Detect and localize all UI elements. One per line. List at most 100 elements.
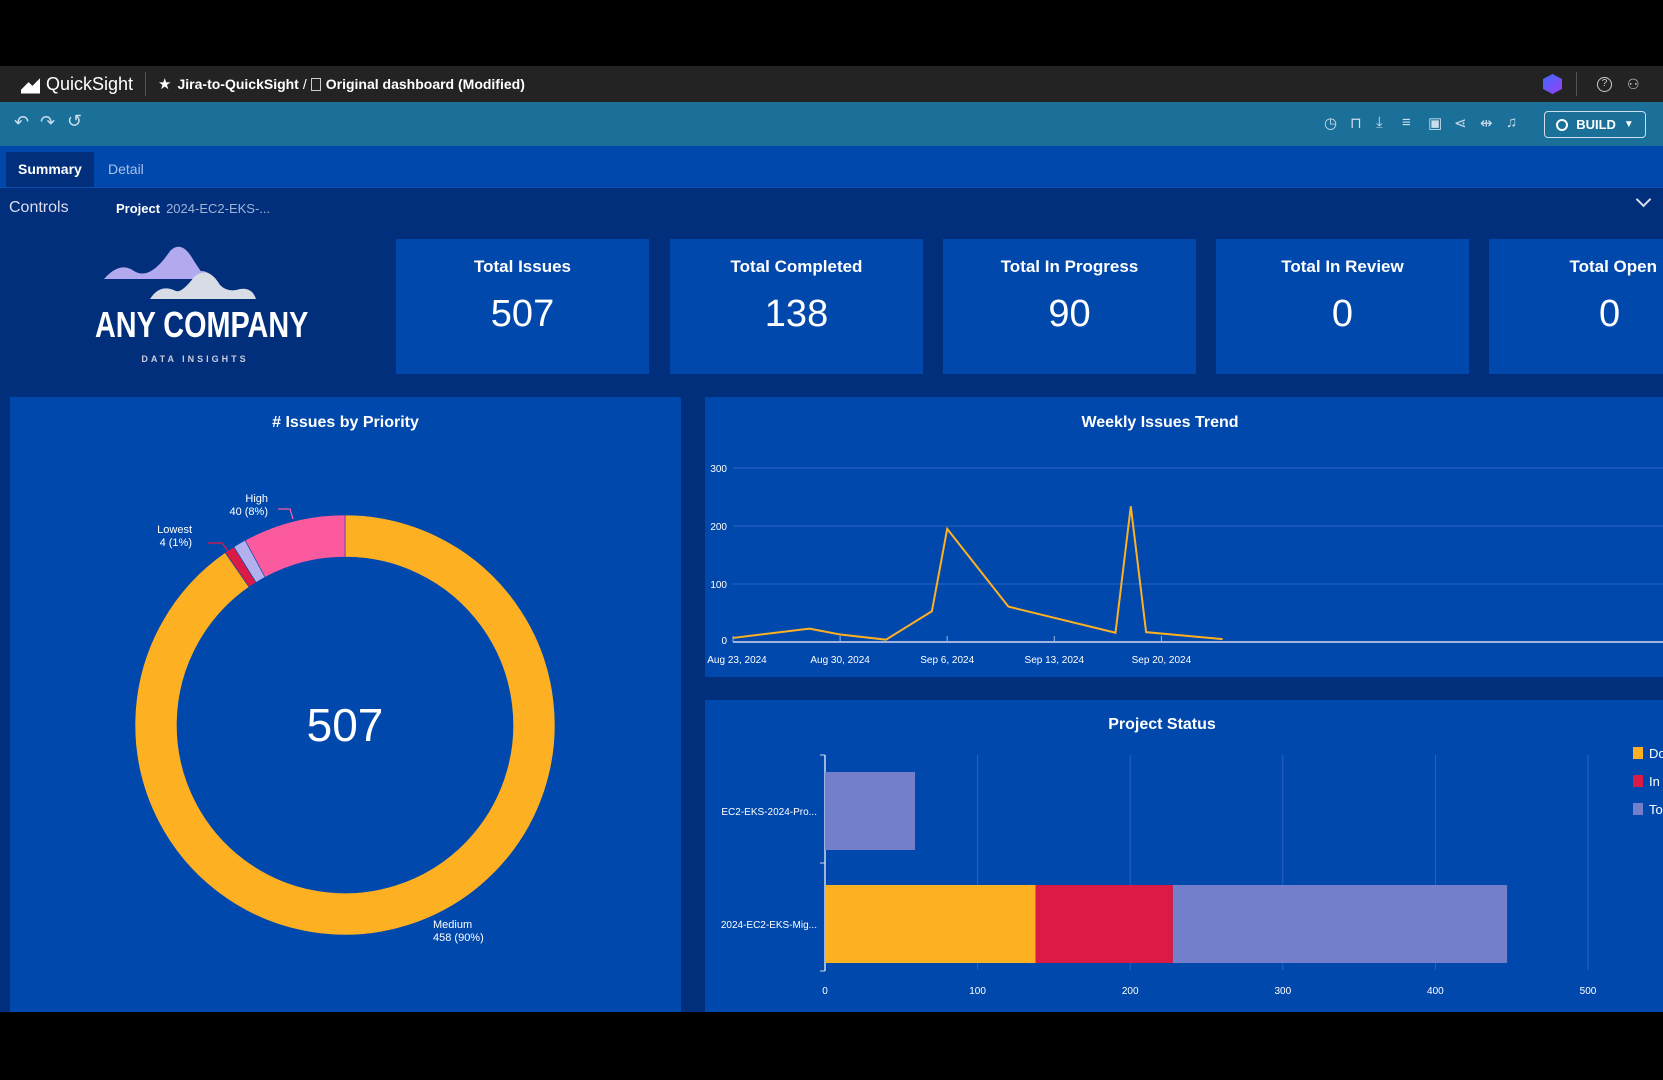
bookmark-icon: [310, 77, 321, 91]
x-tick-label: 100: [969, 986, 986, 997]
y-tick-label: 200: [710, 522, 727, 533]
help-icon[interactable]: ?: [1597, 76, 1612, 92]
amazon-q-icon[interactable]: [1543, 74, 1562, 94]
category-label: EC2-EKS-2024-Pro...: [721, 807, 817, 818]
slice-value-label: 40 (8%): [229, 506, 268, 518]
bell-icon[interactable]: ♫: [1506, 114, 1518, 131]
x-tick-label: Sep 20, 2024: [1132, 655, 1192, 666]
save-icon[interactable]: ▣: [1428, 115, 1443, 132]
project-control[interactable]: Project 2024-EC2-EKS-...: [116, 201, 270, 216]
x-tick-label: Aug 30, 2024: [810, 655, 870, 666]
leader-line: [208, 542, 243, 570]
x-tick-label: 0: [822, 986, 828, 997]
export-icon[interactable]: ⤓: [1376, 114, 1383, 131]
x-tick-label: 300: [1274, 986, 1291, 997]
build-button[interactable]: BUILD ▼: [1544, 111, 1646, 138]
company-logo: ANY COMPANY DATA INSIGHTS: [70, 241, 320, 371]
controls-bar: Controls Project 2024-EC2-EKS-...: [0, 187, 1663, 229]
reset-icon[interactable]: ↺: [67, 111, 83, 131]
project-control-value[interactable]: 2024-EC2-EKS-...: [166, 201, 271, 216]
kpi-title: Total Open: [1569, 257, 1657, 276]
x-tick-label: 500: [1580, 986, 1597, 997]
category-label: 2024-EC2-EKS-Mig...: [721, 920, 817, 931]
donut-slice: [134, 514, 556, 936]
kpi-value: 0: [1599, 293, 1621, 335]
caret-down-icon: ▼: [1623, 119, 1634, 130]
kpi-value: 90: [1048, 293, 1091, 335]
breadcrumb-dashboard: Original dashboard (Modified): [325, 76, 525, 92]
leader-line: [278, 508, 294, 520]
legend-label: In Progress: [1649, 774, 1663, 789]
bar-segment: [1172, 885, 1508, 963]
y-tick-label: 300: [710, 464, 727, 475]
controls-label[interactable]: Controls: [9, 199, 69, 216]
kpi-value: 0: [1331, 293, 1354, 335]
y-tick-label: 100: [710, 580, 727, 591]
kpi-card[interactable]: Total In Progress 90: [943, 239, 1196, 374]
kpi-card[interactable]: Total Completed 138: [670, 239, 923, 374]
slice-value-label: 4 (1%): [160, 537, 192, 549]
build-icon: [1556, 118, 1569, 131]
undo-icon[interactable]: ↶: [14, 112, 30, 132]
logo-tagline: DATA INSIGHTS: [141, 354, 249, 364]
x-tick-label: Aug 23, 2024: [707, 655, 767, 666]
legend-swatch: [1633, 775, 1643, 787]
kpi-card[interactable]: Total In Review 0: [1216, 239, 1469, 374]
kpi-value: 138: [764, 293, 829, 335]
chart-title: Weekly Issues Trend: [1081, 414, 1239, 431]
bookmark-icon[interactable]: ⊓: [1350, 115, 1362, 132]
divider: [1576, 72, 1577, 96]
project-control-label: Project: [116, 201, 161, 216]
tab-summary[interactable]: Summary: [6, 152, 94, 187]
sheet-tabs: Summary Detail: [0, 146, 1663, 187]
legend-swatch: [1633, 747, 1643, 759]
quicksight-logo-icon[interactable]: [21, 74, 40, 94]
redo-icon[interactable]: ↷: [40, 112, 56, 132]
app-name[interactable]: QuickSight: [46, 73, 134, 94]
kpi-card[interactable]: Total Issues 507: [396, 239, 649, 374]
weekly-issues-trend-panel[interactable]: Weekly Issues Trend 0 100 200 300 Aug 23, 20…: [705, 397, 1663, 677]
chart-title: # Issues by Priority: [272, 414, 419, 431]
bar-segment: [825, 772, 916, 850]
breadcrumb-separator: /: [302, 76, 307, 92]
bar-segment: [825, 885, 1036, 963]
clock-icon[interactable]: ◷: [1324, 115, 1338, 132]
chart-title: Project Status: [1108, 716, 1216, 733]
kpi-title: Total Issues: [474, 257, 571, 276]
share-icon[interactable]: ⋖: [1454, 115, 1467, 132]
star-icon[interactable]: ★: [158, 76, 172, 93]
build-label: BUILD: [1576, 117, 1616, 132]
kpi-title: Total In Review: [1281, 257, 1404, 276]
legend-label: Done: [1649, 746, 1663, 761]
legend-label: To Do: [1649, 802, 1663, 817]
logo-name: ANY COMPANY: [95, 304, 309, 345]
legend-swatch: [1633, 803, 1643, 815]
dashboard-sheet: ANY COMPANY DATA INSIGHTS Total Issues 50…: [0, 229, 1663, 1012]
leader-line: [411, 902, 430, 917]
slice-value-label: 458 (90%): [433, 932, 484, 944]
kpi-title: Total Completed: [730, 257, 863, 276]
x-tick-label: 200: [1122, 986, 1139, 997]
kpi-title: Total In Progress: [1000, 257, 1139, 276]
tab-detail[interactable]: Detail: [108, 161, 144, 177]
y-tick-label: 0: [721, 636, 727, 647]
bar-segment: [1035, 885, 1173, 963]
project-status-panel[interactable]: Project Status 0 100 200 300 400 500 EC2-EKS-2…: [705, 700, 1663, 1012]
x-tick-label: Sep 13, 2024: [1025, 655, 1085, 666]
divider: [145, 72, 147, 96]
kpi-card[interactable]: Total Open 0: [1489, 239, 1663, 374]
breadcrumb-analysis[interactable]: Jira-to-QuickSight: [177, 76, 299, 92]
issues-by-priority-panel[interactable]: # Issues by Priority 507 Medium 458 (90%) L…: [10, 397, 681, 1012]
slice-name-label: Lowest: [157, 524, 192, 536]
x-tick-label: Sep 6, 2024: [920, 655, 974, 666]
donut-center-label: 507: [307, 699, 384, 751]
slice-name-label: Medium: [433, 919, 472, 931]
x-tick-label: 400: [1427, 986, 1444, 997]
user-icon[interactable]: ⚇: [1627, 75, 1640, 92]
chevron-down-icon[interactable]: [1635, 191, 1652, 208]
donut-slice: [244, 514, 346, 578]
dataset-icon[interactable]: ≡: [1402, 114, 1411, 131]
toolbar: ↶ ↷ ↺ ◷ ⊓ ⤓ ≡ ▣ ⋖ ⇹ ♫ BUILD ▼: [0, 102, 1663, 146]
title-bar: QuickSight ★ Jira-to-QuickSight / Origin…: [0, 66, 1663, 102]
fit-width-icon[interactable]: ⇹: [1480, 115, 1493, 132]
